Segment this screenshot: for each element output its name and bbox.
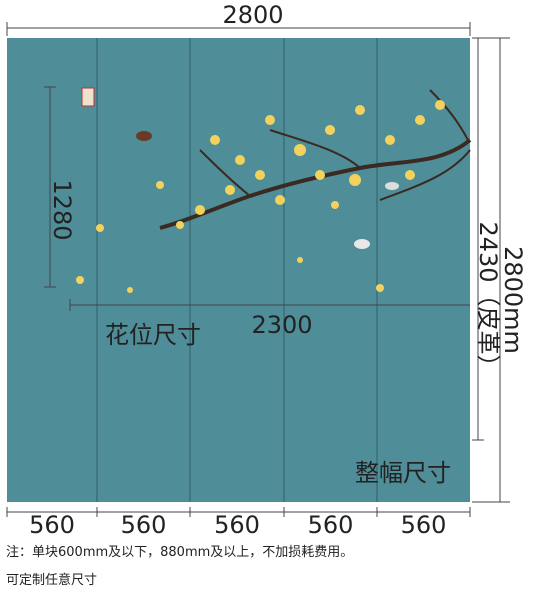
flower-height: 1280 [48, 179, 76, 240]
leather-height: 2430（皮革） [474, 221, 502, 378]
note: 注：单块600mm及以下，880mm及以上，不加损耗费用。 [6, 545, 353, 560]
flower-label: 花位尺寸 [105, 321, 201, 349]
panel-width: 560 [121, 511, 167, 539]
top-width: 2800 [222, 1, 283, 29]
total-height: 2800mm [499, 246, 527, 354]
panel-width: 560 [308, 511, 354, 539]
painting [76, 87, 472, 293]
note: 可定制任意尺寸 [6, 572, 97, 588]
panel-width: 560 [214, 511, 260, 539]
total-label: 整幅尺寸 [355, 459, 451, 487]
dimension-lines [6, 22, 510, 517]
panel-seams [96, 38, 378, 502]
wallpaper [7, 38, 470, 502]
panel-width: 560 [29, 511, 75, 539]
panel-width: 560 [401, 511, 447, 539]
flower-width: 2300 [251, 311, 312, 339]
